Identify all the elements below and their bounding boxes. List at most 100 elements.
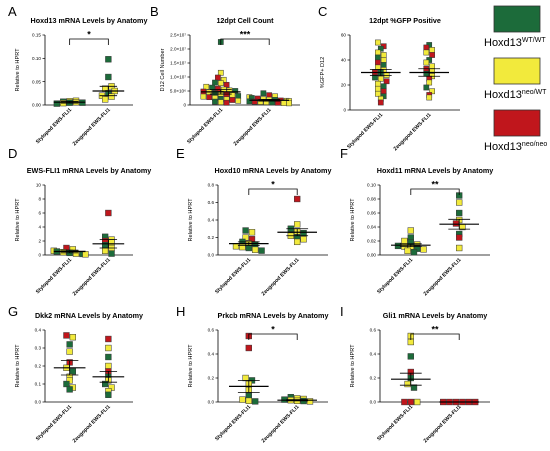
data-point <box>414 245 421 252</box>
y-axis-label: Relative to HPRT <box>188 344 194 388</box>
panel-letter: F <box>340 146 348 161</box>
x-category-label: Stylopod EWS-FLI1 <box>346 112 384 150</box>
data-point <box>102 96 109 103</box>
data-point <box>217 80 224 87</box>
data-point <box>306 398 314 405</box>
data-point <box>209 84 215 91</box>
x-category-label: Stylopod EWS-FLI1 <box>35 404 73 442</box>
chart-title: 12dpt Cell Count <box>216 16 274 25</box>
x-category-label: Zeugopod EWS-FLI1 <box>72 257 112 297</box>
x-category-label: Stylopod EWS-FLI1 <box>35 107 73 145</box>
data-point <box>280 100 287 106</box>
y-tick-label: 0.6 <box>208 328 215 333</box>
y-tick-label: 6 <box>38 211 41 216</box>
data-point <box>235 97 242 104</box>
data-point <box>380 83 387 90</box>
panel-letter: C <box>318 4 327 19</box>
data-point <box>372 74 378 81</box>
y-tick-label: 0.6 <box>208 200 215 205</box>
data-point <box>66 348 73 355</box>
significance-label: * <box>271 180 275 190</box>
data-point <box>212 98 218 105</box>
y-tick-label: 0.4 <box>208 352 215 357</box>
x-category-label: Zeugopod EWS-FLI1 <box>72 107 112 147</box>
chart-title: Prkcb mRNA Levels by Anatomy <box>218 311 329 320</box>
chart-title: Gli1 mRNA Levels by Anatomy <box>383 311 488 320</box>
panel-a: A Hoxd13 mRNA Levels by Anatomy 0.00 0.05 0.… <box>8 4 147 147</box>
x-category-label: Zeugopod EWS-FLI1 <box>261 257 301 297</box>
y-tick-label: 0.15 <box>32 33 41 38</box>
data-point <box>60 249 67 256</box>
y-tick-label: 2.0×10⁷ <box>170 47 186 52</box>
x-category-label: Zeugopod EWS-FLI1 <box>423 257 463 297</box>
significance-bracket <box>410 333 460 340</box>
panel-letter: H <box>176 304 185 319</box>
data-point <box>429 63 435 70</box>
data-point <box>102 380 109 388</box>
data-point <box>294 238 301 246</box>
y-axis-label: Relative to HPRT <box>350 344 356 388</box>
significance-bracket <box>410 188 460 195</box>
y-tick-label: 0.0 <box>208 400 215 405</box>
legend: Hoxd13WT/WT Hoxd13neo/WT Hoxd13neo/neo <box>484 5 547 153</box>
y-tick-label: 0.10 <box>367 183 376 188</box>
data-point <box>242 234 249 241</box>
data-point <box>232 88 239 94</box>
significance-label: * <box>271 325 275 335</box>
data-point <box>248 229 256 236</box>
data-point <box>242 227 249 234</box>
data-point <box>254 95 261 102</box>
y-tick-label: 0 <box>38 253 41 258</box>
y-axis-label: %GFP+ D12 <box>320 57 326 89</box>
x-category-label: Stylopod EWS-FLI1 <box>186 107 224 145</box>
data-point <box>380 88 387 95</box>
data-point <box>456 234 463 241</box>
data-point <box>63 332 70 339</box>
data-point <box>294 195 301 203</box>
data-point <box>401 237 408 245</box>
data-point <box>239 243 246 251</box>
significance-label: *** <box>240 30 251 40</box>
significance-label: * <box>87 30 91 40</box>
x-category-label: Zeugopod EWS-FLI1 <box>72 404 112 444</box>
data-point <box>383 78 390 85</box>
panel-letter: I <box>340 304 344 319</box>
data-point <box>203 83 210 90</box>
significance-bracket <box>248 188 298 195</box>
data-point <box>105 353 112 361</box>
y-tick-label: 8 <box>38 197 41 202</box>
data-point <box>69 334 76 341</box>
data-point <box>251 98 258 105</box>
legend-label: Hoxd13neo/neo <box>484 141 547 153</box>
data-point <box>377 99 384 106</box>
data-point <box>407 227 414 234</box>
data-point <box>426 79 433 86</box>
significance-bracket <box>69 38 109 45</box>
data-point <box>217 99 224 106</box>
y-tick-label: 0.2 <box>35 364 42 369</box>
y-tick-label: 20 <box>341 83 347 88</box>
data-point <box>206 94 213 101</box>
data-point <box>66 386 73 393</box>
y-tick-label: 1.0×10⁷ <box>170 75 186 80</box>
legend-swatch <box>493 5 541 33</box>
y-tick-label: 0.1 <box>35 382 42 387</box>
significance-label: ** <box>431 180 439 190</box>
y-tick-label: 4 <box>38 225 41 230</box>
chart-title: Hoxd11 mRNA Levels by Anatomy <box>377 166 494 175</box>
data-point <box>404 380 411 388</box>
data-point <box>108 93 115 100</box>
data-point <box>215 74 221 81</box>
chart-title: Hoxd10 mRNA Levels by Anatomy <box>215 166 332 175</box>
x-category-label: Stylopod EWS-FLI1 <box>35 257 73 295</box>
y-tick-label: 5.0×10⁶ <box>170 89 186 94</box>
legend-genotype: neo/WT <box>522 89 547 96</box>
data-point <box>414 398 421 406</box>
x-category-label: Stylopod EWS-FLI1 <box>214 257 252 295</box>
data-point <box>220 76 227 83</box>
x-category-label: Zeugopod EWS-FLI1 <box>393 112 433 152</box>
y-tick-label: 10 <box>36 183 42 188</box>
data-point <box>380 52 387 58</box>
y-tick-label: 40 <box>341 58 347 63</box>
data-point <box>82 251 89 258</box>
